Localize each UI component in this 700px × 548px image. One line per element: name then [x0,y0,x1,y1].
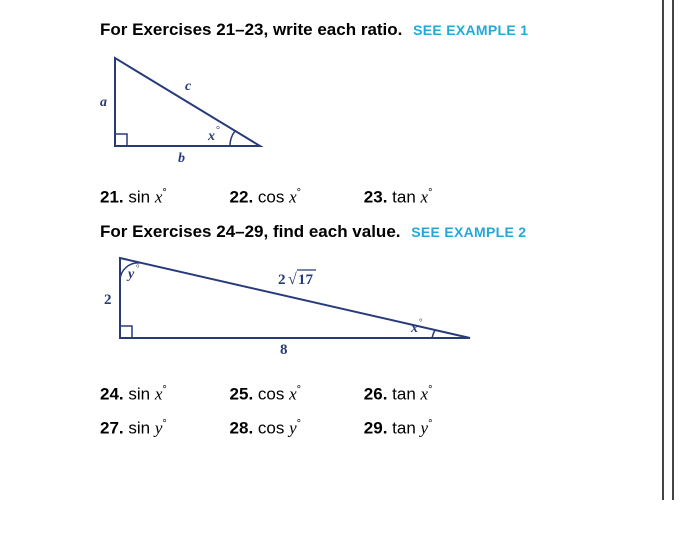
ex-29-var: y [421,419,429,438]
exercise-29: 29. tan y° [364,418,433,439]
exercises-row-2a: 24. sin x° 25. cos x° 26. tan x° [100,384,660,405]
label-y-deg: ° [136,263,140,273]
ex-28-deg: ° [297,418,301,430]
triangle-1-wrap: a b c x ° [100,48,660,173]
ex-25-deg: ° [297,384,301,396]
see-example-2: SEE EXAMPLE 2 [411,224,526,240]
ex-23-var: x [421,188,429,207]
exercise-27: 27. sin y° [100,418,167,439]
ex-25-var: x [289,384,297,403]
exercises-row-1: 21. sin x° 22. cos x° 23. tan x° [100,187,660,208]
exercise-26: 26. tan x° [364,384,433,405]
label-hyp-17: 17 [298,272,314,288]
ex-21-num: 21. [100,188,124,207]
label-a: a [100,95,107,110]
ex-27-fn: sin [128,419,154,438]
instruction-1-text: For Exercises 21–23, write each ratio. [100,20,402,39]
label-c: c [185,79,192,94]
ex-25-fn: cos [258,384,289,403]
label-b: b [178,151,185,166]
ex-21-deg: ° [162,187,166,199]
label-x1: x [207,129,215,144]
label-y: y [126,267,135,282]
ex-29-deg: ° [428,418,432,430]
triangle-2: 2 8 2 √ 17 y ° x ° [100,250,500,365]
label-hyp-2: 2 [278,272,286,288]
exercise-23: 23. tan x° [364,187,433,208]
ex-24-deg: ° [162,384,166,396]
right-angle-marker-2 [120,326,132,338]
ex-23-num: 23. [364,188,388,207]
angle-arc-x [432,330,435,338]
page-content: For Exercises 21–23, write each ratio. S… [0,0,660,439]
ex-27-deg: ° [162,418,166,430]
ex-26-var: x [421,384,429,403]
label-8: 8 [280,342,288,358]
page-divider-1 [662,0,664,500]
ex-22-num: 22. [230,188,254,207]
ex-21-fn: sin [128,188,154,207]
see-example-1: SEE EXAMPLE 1 [413,22,528,38]
ex-26-num: 26. [364,384,388,403]
ex-28-num: 28. [230,419,254,438]
label-x1-deg: ° [216,125,220,136]
ex-28-var: y [289,419,297,438]
ex-22-var: x [289,188,297,207]
ex-25-num: 25. [230,384,254,403]
label-x2-deg: ° [419,317,423,327]
ex-23-deg: ° [428,187,432,199]
triangle-1-shape [115,58,260,146]
exercise-22: 22. cos x° [230,187,302,208]
exercises-row-2b: 27. sin y° 28. cos y° 29. tan y° [100,418,660,439]
ex-29-fn: tan [392,419,420,438]
ex-26-fn: tan [392,384,420,403]
exercise-21: 21. sin x° [100,187,167,208]
label-sqrt-sym: √ [288,271,297,288]
ex-26-deg: ° [428,384,432,396]
instruction-2-text: For Exercises 24–29, find each value. [100,222,401,241]
ex-24-fn: sin [128,384,154,403]
ex-27-num: 27. [100,419,124,438]
angle-arc-1 [230,131,235,146]
ex-29-num: 29. [364,419,388,438]
label-x2: x [410,321,418,336]
exercise-24: 24. sin x° [100,384,167,405]
triangle-1: a b c x ° [100,48,275,168]
triangle-2-wrap: 2 8 2 √ 17 y ° x ° [100,250,660,370]
page-divider-2 [672,0,674,500]
label-2: 2 [104,292,112,308]
exercise-28: 28. cos y° [230,418,302,439]
ex-28-fn: cos [258,419,289,438]
ex-24-num: 24. [100,384,124,403]
instruction-2: For Exercises 24–29, find each value. SE… [100,222,660,242]
instruction-1: For Exercises 21–23, write each ratio. S… [100,20,660,40]
ex-22-deg: ° [297,187,301,199]
right-angle-marker-1 [115,134,127,146]
ex-23-fn: tan [392,188,420,207]
exercise-25: 25. cos x° [230,384,302,405]
ex-22-fn: cos [258,188,289,207]
